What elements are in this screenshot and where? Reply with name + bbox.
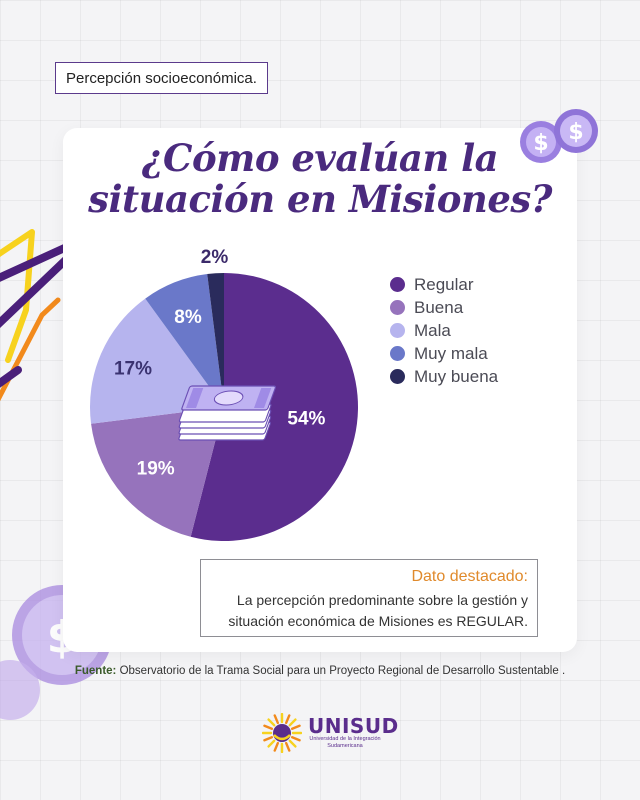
highlight-box: Dato destacado: La percepción predominan… bbox=[200, 559, 538, 637]
unisud-logo: UNISUD Universidad de la Integración Sud… bbox=[262, 713, 399, 753]
data-label-buena: 19% bbox=[137, 458, 175, 479]
pie-slice-regular bbox=[190, 273, 359, 541]
data-label-muy-buena: 2% bbox=[201, 247, 229, 268]
yellow-stroke bbox=[0, 229, 35, 363]
legend-item-muy-buena: Muy buena bbox=[390, 365, 498, 388]
topic-tag: Percepción socioeconómica. bbox=[55, 62, 268, 94]
legend-label: Mala bbox=[414, 320, 451, 340]
legend-swatch bbox=[390, 277, 405, 292]
legend-label: Muy mala bbox=[414, 343, 488, 363]
legend-item-mala: Mala bbox=[390, 319, 498, 342]
source-text: Observatorio de la Trama Social para un … bbox=[119, 665, 566, 677]
chart-title: ¿Cómo evalúan la situación en Misiones? bbox=[63, 138, 577, 220]
title-line-2: situación en Misiones? bbox=[88, 177, 552, 221]
legend-item-muy-mala: Muy mala bbox=[390, 342, 498, 365]
source-label: Fuente: bbox=[74, 665, 117, 677]
legend-item-regular: Regular bbox=[390, 273, 498, 296]
highlight-line-1: La percepción predominante sobre la gest… bbox=[236, 592, 528, 608]
brand-subtitle: Universidad de la Integración Sudamerica… bbox=[308, 736, 382, 750]
highlight-body: La percepción predominante sobre la gest… bbox=[207, 590, 528, 632]
brand-subtitle-line-2: Sudamericana bbox=[327, 743, 363, 749]
legend-label: Regular bbox=[414, 274, 474, 294]
highlight-line-2: situación económica de Misiones es REGUL… bbox=[228, 613, 528, 629]
highlight-title: Dato destacado: bbox=[411, 568, 528, 585]
sun-logo-icon bbox=[262, 713, 302, 753]
legend-swatch bbox=[390, 346, 405, 361]
legend-label: Buena bbox=[414, 297, 464, 317]
legend-item-buena: Buena bbox=[390, 296, 498, 319]
pie-slice-muy-mala bbox=[145, 274, 224, 407]
data-label-muy-mala: 8% bbox=[174, 307, 202, 328]
data-label-mala: 17% bbox=[114, 359, 152, 380]
brand-subtitle-line-1: Universidad de la Integración bbox=[309, 736, 381, 742]
title-line-1: ¿Cómo evalúan la bbox=[141, 136, 499, 180]
legend-label: Muy buena bbox=[414, 366, 499, 386]
brand-name: UNISUD bbox=[308, 714, 399, 738]
source-note: Fuente: Observatorio de la Trama Social … bbox=[0, 665, 640, 677]
pie-slice-muy-buena bbox=[207, 273, 224, 407]
data-label-regular: 54% bbox=[287, 408, 325, 429]
legend-swatch bbox=[390, 300, 405, 315]
legend-swatch bbox=[390, 323, 405, 338]
money-stack-icon bbox=[178, 385, 277, 441]
legend-swatch bbox=[390, 369, 405, 384]
chart-legend: Regular Buena Mala Muy mala Muy buena bbox=[390, 273, 498, 388]
